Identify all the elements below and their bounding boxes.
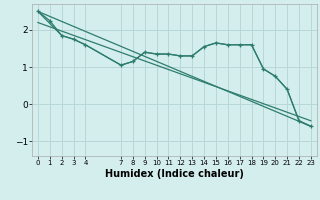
X-axis label: Humidex (Indice chaleur): Humidex (Indice chaleur) xyxy=(105,169,244,179)
